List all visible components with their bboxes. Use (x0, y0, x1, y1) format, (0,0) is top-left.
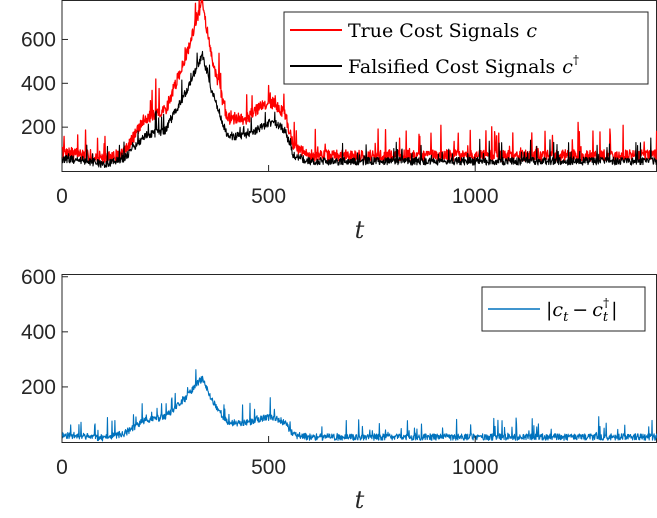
y-tick-label: 200 (21, 116, 56, 139)
x-tick-label: 500 (251, 185, 286, 208)
bottom-series-lines (61, 369, 657, 442)
legend-sub-t2: t (603, 310, 609, 325)
x-tick-label: 1000 (452, 456, 499, 479)
legend-c: c (552, 299, 563, 321)
legend-symbol-falsified-cost: c (562, 56, 573, 78)
legend-dagger: † (603, 296, 609, 310)
legend-symbol-true-cost: c (526, 20, 537, 42)
top-ticks: 0 500 1000 200 400 600 (21, 28, 499, 208)
y-tick-label: 600 (21, 28, 56, 51)
y-tick-label: 200 (21, 376, 56, 399)
legend-label-falsified-cost: Falsified Cost Signals c† (348, 53, 579, 78)
y-tick-label: 400 (21, 321, 56, 344)
x-tick-label: 1000 (452, 185, 499, 208)
top-series-lines (61, 0, 657, 168)
top-legend-box (283, 11, 649, 85)
legend-minus: − (572, 299, 588, 321)
legend-c2: c (592, 299, 603, 321)
legend-label-true-cost: True Cost Signals c (348, 20, 537, 42)
top-panel: 0 500 1000 200 400 600 t True Cost Signals c F… (21, 0, 657, 244)
legend-sub-t: t (563, 310, 569, 325)
top-legend: True Cost Signals c Falsified Cost Signal… (283, 11, 649, 85)
legend-name-falsified-cost: Falsified Cost Signals (348, 56, 555, 78)
x-tick-label: 0 (56, 185, 68, 208)
y-tick-label: 400 (21, 72, 56, 95)
bottom-x-axis-label: t (355, 486, 365, 514)
legend-name-true-cost: True Cost Signals (348, 20, 519, 42)
x-tick-label: 0 (56, 456, 68, 479)
bottom-ticks: 0 500 1000 200 400 600 (21, 266, 499, 479)
bottom-legend: |ct − ct† | (481, 286, 646, 332)
legend-dagger-falsified-cost: † (573, 53, 579, 67)
legend-bar-left: | (546, 299, 552, 321)
series-line-bot-0 (61, 369, 657, 442)
series-line-top-1 (61, 50, 657, 168)
x-tick-label: 500 (251, 456, 286, 479)
legend-bar-right: | (611, 299, 617, 321)
top-x-axis-label: t (355, 216, 365, 244)
y-tick-label: 600 (21, 266, 56, 289)
legend-label-difference: |ct − ct† | (546, 296, 618, 325)
